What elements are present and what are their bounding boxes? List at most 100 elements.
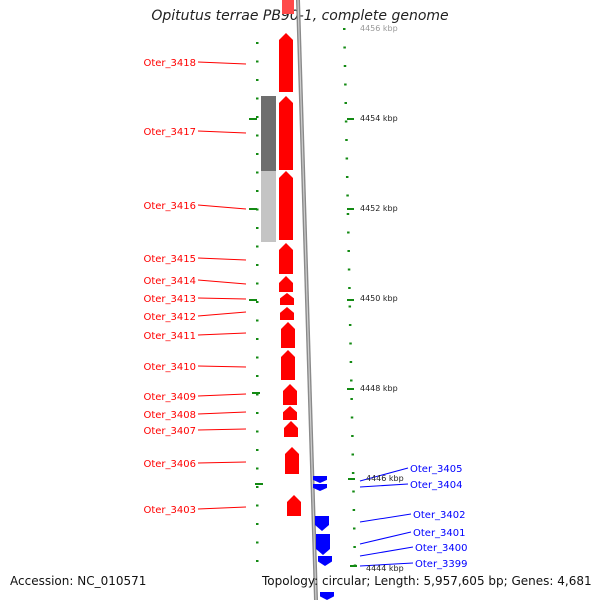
tick-mark	[344, 83, 347, 86]
leader-line	[359, 531, 412, 545]
forward-gene-Oter_3417	[279, 96, 293, 170]
gene-label-Oter_3405: Oter_3405	[410, 464, 463, 475]
gene-label-Oter_3418: Oter_3418	[143, 58, 196, 69]
tick-mark-major	[249, 208, 257, 210]
gene-label-Oter_3400: Oter_3400	[415, 543, 468, 554]
tick-mark	[256, 42, 259, 44]
forward-gene-Oter_3415	[279, 243, 293, 274]
tick-mark	[352, 527, 356, 530]
tick-mark	[256, 375, 259, 377]
gene-label-Oter_3401: Oter_3401	[413, 528, 466, 539]
tick-mark	[256, 523, 259, 525]
scale-label: 4448 kbp	[360, 384, 398, 393]
tick-mark	[343, 28, 346, 30]
leader-line	[197, 130, 247, 134]
tick-mark	[256, 319, 259, 322]
scale-label: 4454 kbp	[360, 114, 398, 123]
reverse-gene-Oter_3400	[318, 556, 332, 566]
forward-gene-Oter_3408	[283, 406, 297, 420]
gc-shade-dark	[261, 96, 276, 171]
tick-mark	[256, 171, 259, 174]
tick-mark	[256, 153, 259, 155]
scale-label: 4446 kbp	[366, 474, 404, 483]
tick-mark	[256, 190, 259, 192]
tick-mark	[256, 264, 259, 266]
scale-label: 4450 kbp	[360, 294, 398, 303]
tick-mark	[349, 361, 353, 363]
tick-mark	[343, 46, 346, 49]
tick-mark	[346, 194, 349, 197]
leader-line	[359, 562, 414, 567]
gene-label-Oter_3407: Oter_3407	[143, 426, 196, 437]
tick-mark	[345, 139, 348, 141]
gene-label-Oter_3409: Oter_3409	[143, 392, 196, 403]
tick-mark-major	[347, 118, 354, 120]
leader-line	[359, 513, 412, 523]
tick-mark	[256, 97, 259, 100]
reverse-gene-Oter_3402	[315, 516, 329, 531]
forward-gene-Oter_3409	[283, 384, 297, 405]
forward-gene-Oter_3407	[284, 421, 298, 437]
leader-line	[359, 467, 409, 482]
reverse-gene-Oter_3401	[316, 534, 330, 555]
gene-label-Oter_3413: Oter_3413	[143, 294, 196, 305]
gene-label-Oter_3417: Oter_3417	[143, 127, 196, 138]
tick-mark	[256, 301, 259, 303]
forward-gene-Oter_3411	[281, 322, 295, 348]
tick-mark	[351, 472, 355, 474]
gc-shade-light	[261, 171, 276, 242]
scale-label: 4444 kbp	[366, 564, 404, 573]
tick-mark	[344, 120, 348, 123]
tick-marks	[249, 28, 357, 567]
tick-mark	[256, 245, 259, 248]
genome-summary-text: Topology: circular; Length: 5,957,605 bp…	[262, 574, 592, 588]
gene-label-Oter_3406: Oter_3406	[143, 459, 196, 470]
tick-mark-major	[255, 483, 263, 485]
tick-mark	[344, 102, 347, 104]
scale-label: 4456 kbp	[360, 24, 398, 33]
leader-line	[197, 506, 247, 510]
leader-line	[197, 279, 247, 285]
tick-mark	[352, 490, 355, 493]
tick-mark	[348, 324, 352, 326]
tick-mark-major	[252, 392, 260, 394]
tick-mark-major	[249, 299, 257, 301]
leader-line	[197, 428, 247, 431]
tick-mark-major	[249, 118, 257, 120]
gene-label-Oter_3403: Oter_3403	[143, 505, 196, 516]
leader-line	[197, 61, 247, 65]
tick-mark	[256, 393, 259, 396]
leader-line	[197, 332, 247, 336]
tick-mark	[348, 305, 352, 308]
tick-mark	[256, 356, 259, 359]
leader-line	[197, 204, 247, 210]
tick-mark	[347, 231, 350, 234]
tick-mark	[353, 546, 356, 548]
gene-label-Oter_3416: Oter_3416	[143, 201, 196, 212]
leader-line	[197, 257, 247, 261]
tick-mark	[256, 134, 259, 137]
forward-gene-Oter_3406	[285, 447, 299, 474]
tick-mark	[348, 287, 351, 289]
tick-mark	[350, 398, 353, 400]
tick-mark	[343, 65, 347, 67]
tick-mark	[345, 157, 349, 160]
tick-mark	[347, 250, 350, 252]
gene-features	[279, 0, 334, 600]
tick-mark	[346, 213, 350, 215]
gene-label-Oter_3399: Oter_3399	[415, 559, 468, 570]
reverse-gene-Oter_3399	[320, 592, 334, 600]
tick-mark	[351, 453, 355, 456]
accession-text: Accession: NC_010571	[10, 574, 147, 588]
forward-gene-Oter_3403	[287, 495, 301, 516]
tick-mark	[256, 227, 259, 229]
tick-mark	[256, 504, 259, 507]
tick-mark-major	[347, 208, 354, 210]
gene-label-Oter_3415: Oter_3415	[143, 254, 196, 265]
forward-gene-Oter_3413	[280, 293, 294, 305]
leader-line	[197, 393, 247, 397]
backbone	[296, 0, 318, 600]
leader-line	[197, 461, 247, 464]
gc-shading	[261, 96, 276, 242]
